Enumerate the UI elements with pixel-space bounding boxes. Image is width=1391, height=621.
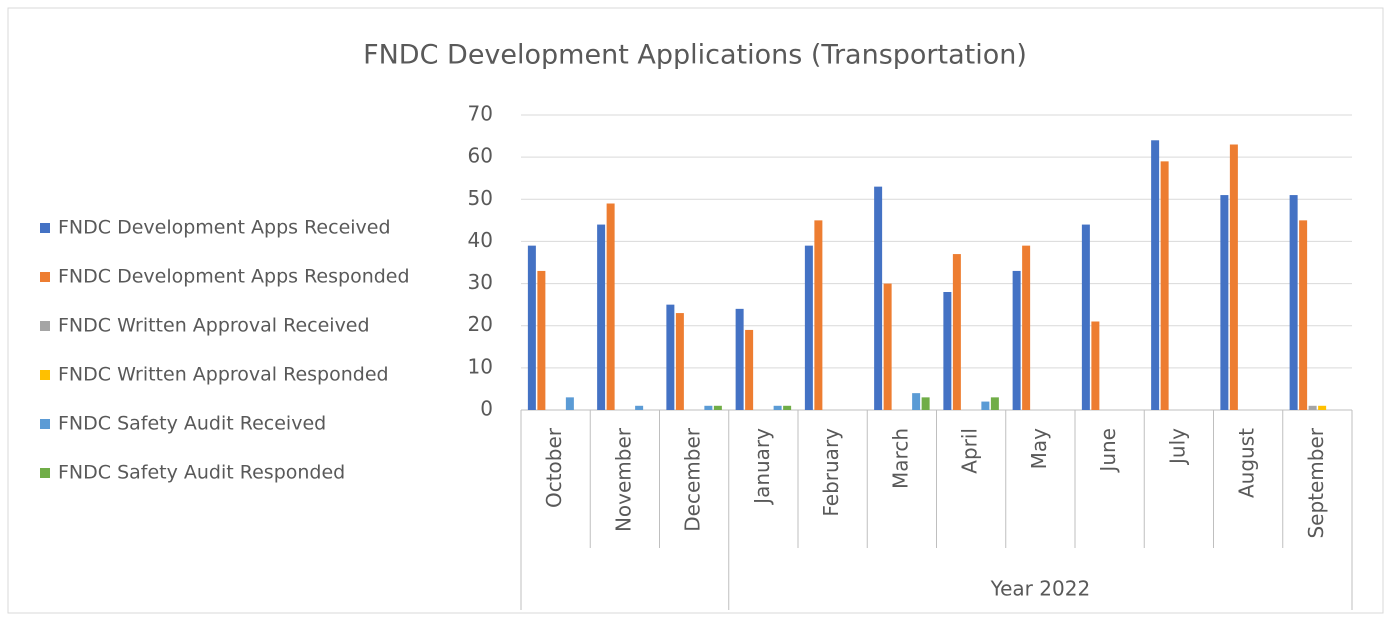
bar <box>527 245 536 410</box>
bar <box>921 397 930 410</box>
bar <box>1289 195 1298 410</box>
x-tick-label: June <box>1096 428 1120 474</box>
y-tick-label: 50 <box>468 186 493 210</box>
bar <box>1160 161 1169 410</box>
legend-swatch <box>40 419 50 429</box>
bar <box>1308 405 1317 410</box>
bar <box>666 304 675 410</box>
bar <box>1091 321 1100 410</box>
x-tick-label: February <box>819 428 843 517</box>
legend-label: FNDC Development Apps Responded <box>58 266 410 288</box>
bar <box>537 270 546 410</box>
group-label: Year 2022 <box>990 577 1091 601</box>
bar <box>597 224 606 410</box>
x-tick-label: August <box>1235 428 1259 498</box>
bar <box>745 329 754 410</box>
bar <box>735 308 744 410</box>
bar <box>1220 195 1229 410</box>
y-tick-label: 30 <box>468 270 493 294</box>
legend-swatch <box>40 272 50 282</box>
x-tick-label: July <box>1165 428 1189 466</box>
y-tick-label: 40 <box>468 228 493 252</box>
y-tick-label: 60 <box>468 144 493 168</box>
bar <box>1318 405 1327 410</box>
bar <box>1081 224 1090 410</box>
x-tick-label: January <box>750 428 774 506</box>
x-tick-label: November <box>611 427 635 532</box>
x-tick-label: October <box>542 427 566 508</box>
bar <box>883 283 892 410</box>
bar <box>912 393 921 410</box>
bar <box>1229 144 1238 410</box>
x-tick-label: May <box>1027 428 1051 470</box>
bar <box>990 397 999 410</box>
y-tick-label: 70 <box>468 102 493 126</box>
bar <box>783 405 792 410</box>
bar <box>952 254 961 410</box>
bar <box>606 203 615 410</box>
legend-label: FNDC Written Approval Responded <box>58 364 389 386</box>
y-tick-label: 20 <box>468 312 493 336</box>
legend-label: FNDC Safety Audit Received <box>58 413 326 435</box>
x-tick-label: December <box>681 427 705 531</box>
bar <box>814 220 823 410</box>
bar <box>804 245 813 410</box>
bar <box>635 405 644 410</box>
bar <box>1299 220 1308 410</box>
y-tick-label: 0 <box>480 397 493 421</box>
legend-swatch <box>40 370 50 380</box>
legend-label: FNDC Development Apps Received <box>58 217 391 239</box>
x-tick-label: March <box>888 428 912 489</box>
legend-swatch <box>40 321 50 331</box>
legend-swatch <box>40 468 50 478</box>
bar <box>874 186 883 410</box>
bar <box>943 292 952 410</box>
y-tick-label: 10 <box>468 354 493 378</box>
chart-title: FNDC Development Applications (Transport… <box>363 40 1027 71</box>
bar <box>1012 270 1021 410</box>
x-tick-label: April <box>958 428 982 474</box>
bar <box>675 313 684 410</box>
bar <box>704 405 713 410</box>
bar <box>713 405 722 410</box>
legend-label: FNDC Safety Audit Responded <box>58 462 345 484</box>
bar <box>981 401 990 410</box>
bar <box>565 397 574 410</box>
x-tick-label: September <box>1304 427 1328 538</box>
bar <box>773 405 782 410</box>
bar <box>1151 140 1160 411</box>
legend-label: FNDC Written Approval Received <box>58 315 370 337</box>
legend-swatch <box>40 223 50 233</box>
bar <box>1022 245 1031 410</box>
